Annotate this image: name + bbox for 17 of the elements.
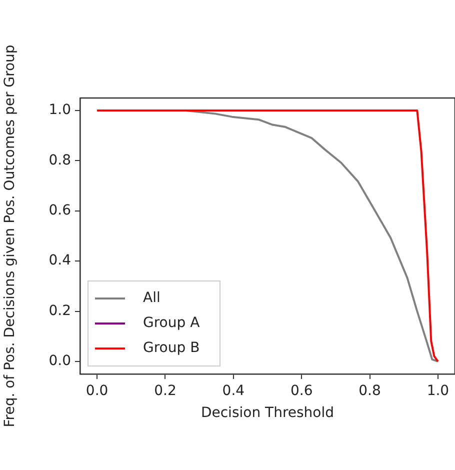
x-tick-label: 0.8: [358, 383, 381, 400]
x-tick-label: 0.0: [86, 383, 108, 400]
y-tick-label: 0.6: [48, 202, 72, 219]
x-tick-label: 0.2: [154, 383, 176, 400]
y-tick-label: 1.0: [48, 102, 71, 118]
legend-label: All: [143, 290, 160, 306]
y-tick-label: 0.2: [48, 302, 71, 319]
y-tick-label: 0.0: [48, 353, 71, 370]
x-tick-label: 1.0: [426, 383, 450, 400]
legend-label: Group B: [143, 340, 200, 356]
y-tick-label: 0.4: [48, 252, 72, 269]
x-tick-label: 0.6: [290, 383, 313, 400]
x-axis-title: Decision Threshold: [200, 405, 334, 422]
y-tick-label: 0.8: [48, 152, 71, 168]
legend-label: Group A: [143, 315, 200, 332]
y-axis-title: Freq. of Pos. Decisions given Pos. Outcomes per Group: [2, 44, 18, 428]
x-tick-label: 0.4: [222, 383, 245, 400]
